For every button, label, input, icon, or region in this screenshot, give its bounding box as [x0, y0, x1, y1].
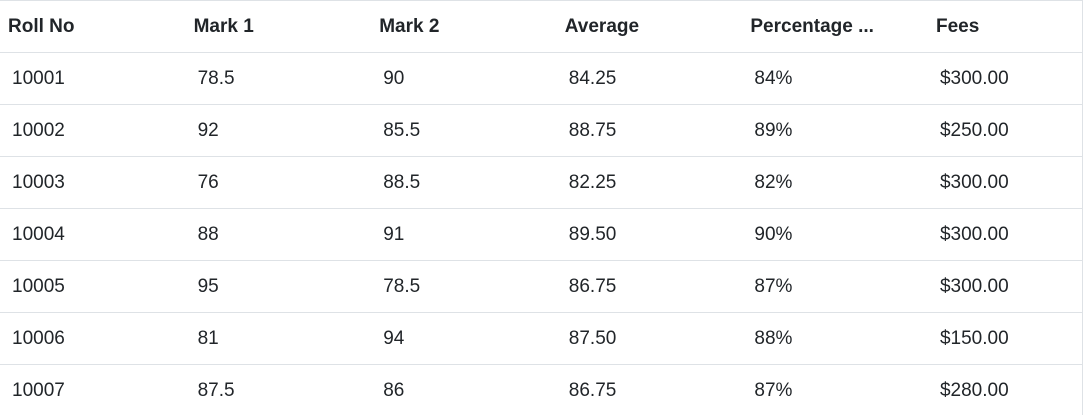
column-header-mark-2[interactable]: Mark 2	[379, 15, 440, 37]
cell-mark-1[interactable]: 78.5	[197, 67, 235, 89]
cell-mark-2[interactable]: 78.5	[383, 275, 421, 297]
cell-fees[interactable]: $300.00	[939, 171, 1009, 193]
column-header-mark-1[interactable]: Mark 1	[193, 15, 254, 37]
cell-roll-no[interactable]: 10003	[12, 171, 65, 193]
cell-percentage[interactable]: 82%	[754, 171, 793, 193]
cell-mark-1[interactable]: 88	[197, 223, 219, 245]
table-row[interactable]: 10005 95 78.5 86.75 87% $300.00	[0, 261, 1082, 313]
cell-mark-2[interactable]: 94	[383, 327, 405, 349]
cell-roll-no[interactable]: 10005	[12, 275, 65, 297]
cell-mark-1[interactable]: 95	[197, 275, 219, 297]
cell-average[interactable]: 84.25	[568, 67, 617, 89]
cell-roll-no[interactable]: 10001	[12, 67, 65, 89]
table-row[interactable]: 10004 88 91 89.50 90% $300.00	[0, 209, 1082, 261]
column-header-roll-no[interactable]: Roll No	[8, 15, 75, 37]
cell-mark-2[interactable]: 90	[383, 67, 405, 89]
table-row[interactable]: 10007 87.5 86 86.75 87% $280.00	[0, 365, 1082, 415]
cell-roll-no[interactable]: 10007	[12, 379, 65, 401]
cell-fees[interactable]: $280.00	[939, 379, 1009, 401]
cell-average[interactable]: 82.25	[568, 171, 617, 193]
cell-fees[interactable]: $250.00	[939, 119, 1009, 141]
cell-average[interactable]: 88.75	[568, 119, 617, 141]
cell-mark-2[interactable]: 85.5	[383, 119, 421, 141]
table-row[interactable]: 10003 76 88.5 82.25 82% $300.00	[0, 157, 1082, 209]
cell-fees[interactable]: $300.00	[939, 67, 1009, 89]
column-header-fees[interactable]: Fees	[935, 15, 980, 37]
cell-mark-2[interactable]: 86	[383, 379, 405, 401]
cell-percentage[interactable]: 88%	[754, 327, 793, 349]
cell-percentage[interactable]: 90%	[754, 223, 793, 245]
grid-header-row: Roll No Mark 1 Mark 2 Average Percentage…	[0, 1, 1082, 53]
cell-mark-1[interactable]: 81	[197, 327, 219, 349]
cell-average[interactable]: 87.50	[568, 327, 617, 349]
column-header-percentage[interactable]: Percentage ...	[750, 15, 874, 37]
cell-roll-no[interactable]: 10002	[12, 119, 65, 141]
cell-percentage[interactable]: 84%	[754, 67, 793, 89]
cell-fees[interactable]: $300.00	[939, 275, 1009, 297]
column-header-average[interactable]: Average	[564, 15, 640, 37]
table-row[interactable]: 10001 78.5 90 84.25 84% $300.00	[0, 53, 1082, 105]
table-row[interactable]: 10006 81 94 87.50 88% $150.00	[0, 313, 1082, 365]
cell-roll-no[interactable]: 10006	[12, 327, 65, 349]
cell-average[interactable]: 86.75	[568, 379, 617, 401]
cell-percentage[interactable]: 87%	[754, 379, 793, 401]
cell-fees[interactable]: $150.00	[939, 327, 1009, 349]
cell-percentage[interactable]: 89%	[754, 119, 793, 141]
cell-mark-1[interactable]: 92	[197, 119, 219, 141]
cell-average[interactable]: 89.50	[568, 223, 617, 245]
cell-average[interactable]: 86.75	[568, 275, 617, 297]
cell-mark-1[interactable]: 87.5	[197, 379, 235, 401]
table-row[interactable]: 10002 92 85.5 88.75 89% $250.00	[0, 105, 1082, 157]
cell-mark-2[interactable]: 88.5	[383, 171, 421, 193]
cell-mark-2[interactable]: 91	[383, 223, 405, 245]
cell-roll-no[interactable]: 10004	[12, 223, 65, 245]
cell-mark-1[interactable]: 76	[197, 171, 219, 193]
cell-fees[interactable]: $300.00	[939, 223, 1009, 245]
cell-percentage[interactable]: 87%	[754, 275, 793, 297]
